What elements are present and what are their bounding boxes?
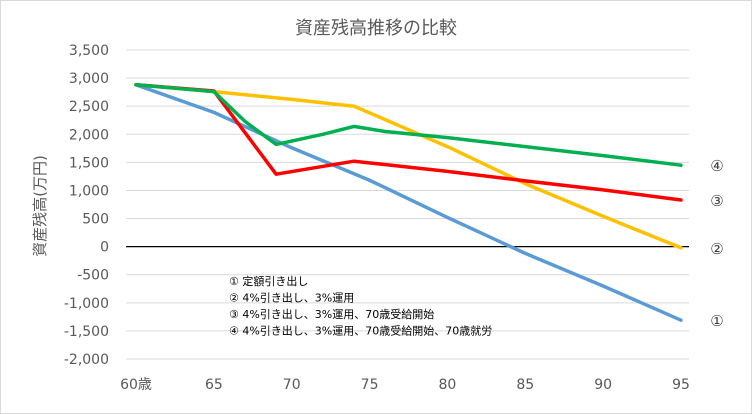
legend: ① 定額引き出し ② 4%引き出し、3%運用 ③ 4%引き出し、3%運用、70歳受給… [229,274,492,338]
y-tick-label: -1,000 [64,296,109,312]
y-tick-label: 3,500 [69,43,109,59]
gridlines [126,49,689,360]
series-line [134,83,683,167]
legend-entry: ③ 4%引き出し、3%運用、70歳受給開始 [229,307,434,321]
y-tick-label: 2,000 [69,127,109,143]
y-tick-label: 0 [100,240,109,256]
y-tick-label: 1,500 [69,155,109,171]
series-end-label: ① [710,312,723,330]
chart-title: 資産残高推移の比較 [295,18,457,39]
x-tick-label: 95 [672,377,690,393]
y-axis-label: 資産残高(万円) [31,155,49,257]
x-tick-label: 70 [283,377,301,393]
series-end-label: ④ [710,157,723,175]
y-tick-label: 1,000 [69,183,109,199]
series-end-labels: ① ② ③ ④ [710,157,723,330]
x-tick-label: 85 [516,377,534,393]
legend-entry: ② 4%引き出し、3%運用 [229,291,354,305]
x-tick-label: 80 [439,377,457,393]
y-tick-label: 3,000 [69,71,109,87]
x-tick-label: 90 [594,377,612,393]
y-tick-label: -500 [77,268,109,284]
series-lines [134,83,683,322]
x-tick-label: 65 [205,377,223,393]
series-line [134,83,683,322]
series-end-label: ② [710,240,723,258]
x-tick-label: 75 [361,377,379,393]
y-tick-label: -1,500 [64,324,109,340]
series-line [134,83,683,202]
legend-entry: ① 定額引き出し [229,274,308,288]
legend-entry: ④ 4%引き出し、3%運用、70歳受給開始、70歳就労 [229,324,492,338]
y-tick-label: 500 [82,212,109,228]
y-tick-label: 2,500 [69,99,109,115]
axes: 3,500 3,000 2,500 2,000 1,500 1,000 500 0 -500 -1… [64,43,690,393]
series-end-label: ③ [710,192,723,210]
y-tick-label: -2,000 [64,352,109,368]
series-line [134,83,683,250]
x-tick-label: 60歳 [120,377,152,393]
